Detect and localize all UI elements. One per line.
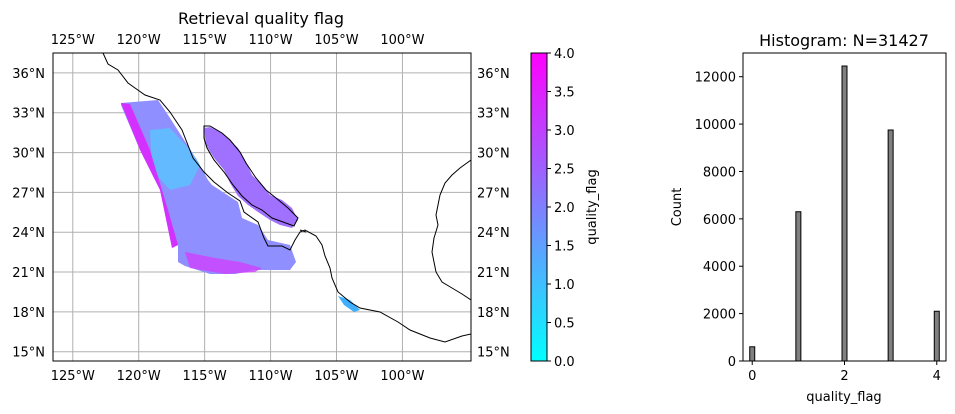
lon-tick-bottom: 100°W [380,369,424,384]
lon-tick-bottom: 105°W [314,369,358,384]
colorbar-tick-label: 4.0 [554,47,575,62]
coastlines [102,53,471,343]
colorbar-label: quality_flag [585,169,600,244]
colorbar-tick-label: 3.0 [554,124,575,139]
hist-xtick-label: 0 [748,369,756,384]
coastline-mainland [102,53,471,343]
colorbar-ticks: 0.0 0.5 1.0 1.5 2.0 2.5 3.0 3.5 4.0 [547,47,575,370]
hist-ytick-label: 0 [728,355,736,370]
swath-magenta-south [185,252,262,274]
colorbar: 0.0 0.5 1.0 1.5 2.0 2.5 3.0 3.5 4.0 quality_flag [530,47,600,370]
map-title: Retrieval quality flag [178,9,344,28]
hist-ytick-label: 12000 [695,71,736,86]
lat-tick-left: 21°N [12,266,45,281]
lat-tick-right: 36°N [477,67,510,82]
swath-cyan-patch [150,128,200,190]
histogram-ticks: 0 2 4 0 2000 4000 6000 8000 10000 12000 [695,71,941,384]
histogram-title: Histogram: N=31427 [759,31,929,50]
colorbar-tick-label: 0.0 [554,355,575,370]
colorbar-tick-label: 2.0 [554,201,575,216]
quality-swath [121,100,360,312]
coastline-gulf-fill [299,229,307,233]
lat-tick-left: 15°N [12,346,45,361]
lon-tick-top: 115°W [183,33,227,48]
lon-tick-top: 100°W [380,33,424,48]
colorbar-tick-label: 3.5 [554,86,575,101]
lat-tick-right: 30°N [477,147,510,162]
hist-xtick-label: 2 [840,369,848,384]
lat-tick-left: 27°N [12,186,45,201]
histogram-bar [841,65,848,362]
swath-blue-tail [338,296,360,312]
map-gridlines [53,53,471,361]
lat-tick-right: 21°N [477,266,510,281]
map-data-layer [102,53,471,343]
lon-tick-top: 120°W [117,33,161,48]
lon-tick-top: 105°W [314,33,358,48]
swath-magenta-edge [121,103,178,248]
swath-gulf [204,127,298,228]
map-frame [52,52,472,362]
lat-tick-left: 36°N [12,67,45,82]
histogram-bar [933,310,940,362]
colorbar-gradient [530,52,548,362]
lon-tick-top: 110°W [248,33,292,48]
histogram-bar [887,129,894,362]
hist-xtick-label: 4 [933,369,941,384]
lat-tick-right: 24°N [477,226,510,241]
coastline-gulf-mexico [431,159,471,301]
hist-ytick-label: 8000 [703,165,736,180]
histogram-bar [749,346,756,362]
lat-tick-left: 30°N [12,147,45,162]
colorbar-tick-label: 2.5 [554,163,575,178]
histogram-ylabel: Count [670,188,685,227]
lat-tick-left: 24°N [12,226,45,241]
map-tick-labels: 125°W 125°W 120°W 120°W 115°W 115°W 110°W 110°W… [12,33,510,384]
lat-tick-left: 33°N [12,107,45,122]
lat-tick-right: 18°N [477,306,510,321]
histogram-panel: Histogram: N=31427 0 2 4 0 2000 4000 6000 8000 1… [670,31,947,405]
lat-tick-right: 33°N [477,107,510,122]
colorbar-tick-label: 1.5 [554,240,575,255]
histogram-bar [795,211,802,362]
colorbar-tick-label: 1.0 [554,278,575,293]
hist-ytick-label: 10000 [695,118,736,133]
lat-tick-right: 15°N [477,346,510,361]
lon-tick-bottom: 120°W [117,369,161,384]
hist-ytick-label: 4000 [703,260,736,275]
histogram-xlabel: quality_flag [806,390,881,405]
coastline-baja-east [203,125,299,227]
hist-ytick-label: 2000 [703,308,736,323]
lon-tick-top: 125°W [51,33,95,48]
lat-tick-right: 27°N [477,186,510,201]
lat-tick-left: 18°N [12,306,45,321]
lon-tick-bottom: 110°W [248,369,292,384]
colorbar-tick-label: 0.5 [554,317,575,332]
hist-ytick-label: 6000 [703,213,736,228]
lon-tick-bottom: 115°W [183,369,227,384]
histogram-bars [749,65,940,362]
lon-tick-bottom: 125°W [51,369,95,384]
